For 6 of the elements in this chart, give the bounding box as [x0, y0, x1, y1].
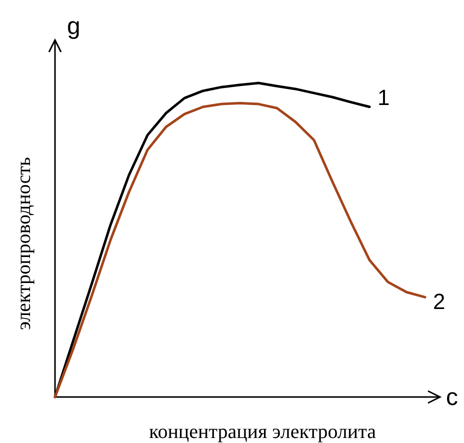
text: c [446, 384, 458, 411]
series-label: 2 [433, 289, 446, 314]
y-axis-title: электропроводность [13, 156, 35, 330]
text: g [67, 13, 80, 40]
x-axis-title: концентрация электролита [149, 421, 376, 443]
series-label: 1 [378, 84, 390, 110]
